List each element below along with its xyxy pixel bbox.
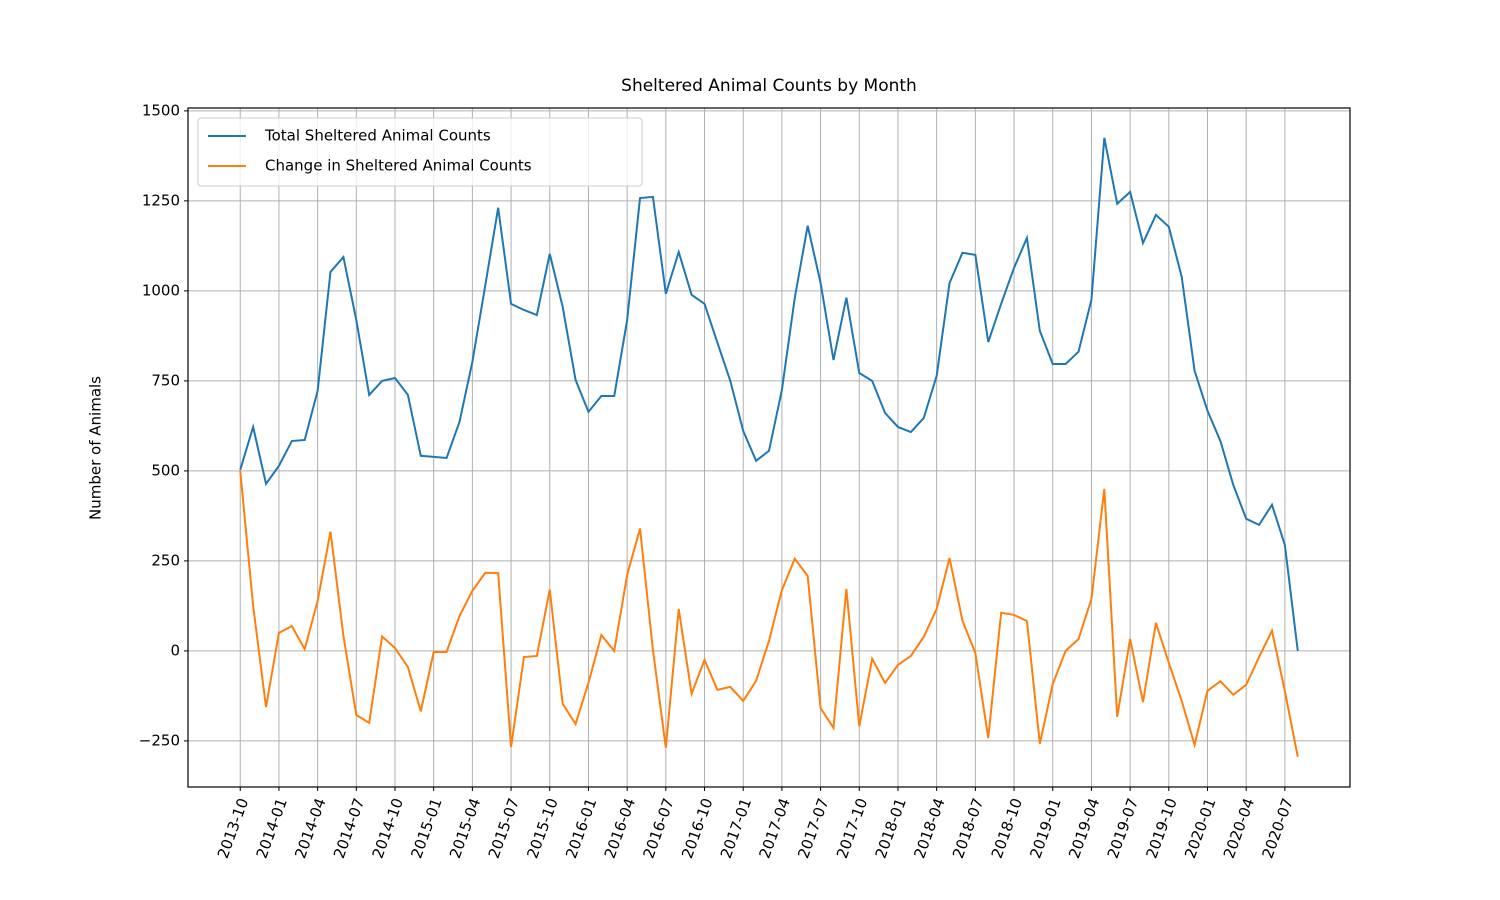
y-tick-label: 0 [170,641,180,659]
x-tick-label: 2020-04 [1220,796,1258,861]
legend-label: Total Sheltered Animal Counts [264,127,491,145]
x-tick-label: 2015-04 [446,796,484,861]
x-tick-label: 2016-10 [678,796,716,861]
x-tick-label: 2014-10 [369,796,407,861]
x-tick-label: 2019-07 [1104,796,1142,861]
x-tick-label: 2018-01 [872,796,910,861]
x-tick-label: 2013-10 [214,796,252,861]
y-axis-label: Number of Animals [87,376,105,520]
x-tick-label: 2017-01 [717,796,755,861]
x-tick-label: 2019-10 [1142,796,1180,861]
x-tick-label: 2018-10 [988,796,1026,861]
x-tick-label: 2020-07 [1259,796,1297,861]
legend-box [197,117,643,187]
y-tick-label: 1000 [142,281,180,299]
x-tick-label: 2015-01 [407,796,445,861]
x-tick-label: 2018-04 [910,796,948,861]
y-tick-label: 250 [151,551,180,569]
y-tick-label: 1250 [142,191,180,209]
legend: Total Sheltered Animal Counts Change in S… [197,117,643,187]
x-tick-label: 2015-10 [523,796,561,861]
line [239,470,1299,757]
line [239,137,1299,652]
x-tick-label: 2017-04 [756,796,794,861]
x-tick-label: 2016-07 [639,796,677,861]
x-tick-label: 2014-04 [291,796,329,861]
x-tick-label: 2016-04 [601,796,639,861]
x-tick-label: 2019-01 [1026,796,1064,861]
x-tick-label: 2015-07 [485,796,523,861]
x-tick-label: 2018-07 [949,796,987,861]
plot-frame [187,107,1351,788]
y-tick-label: 1500 [142,101,180,119]
y-tick-label: 750 [151,371,180,389]
x-tick-label: 2017-07 [794,796,832,861]
chart-title: Sheltered Animal Counts by Month [621,76,917,96]
x-tick-label: 2014-07 [330,796,368,861]
y-tick-label: −250 [139,731,180,749]
x-tick-label: 2014-01 [253,796,291,861]
x-tick-label: 2017-10 [833,796,871,861]
y-tick-label: 500 [151,461,180,479]
x-tick-label: 2020-01 [1181,796,1219,861]
x-tick-label: 2019-04 [1065,796,1103,861]
x-tick-label: 2016-01 [562,796,600,861]
legend-label: Change in Sheltered Animal Counts [265,157,532,175]
